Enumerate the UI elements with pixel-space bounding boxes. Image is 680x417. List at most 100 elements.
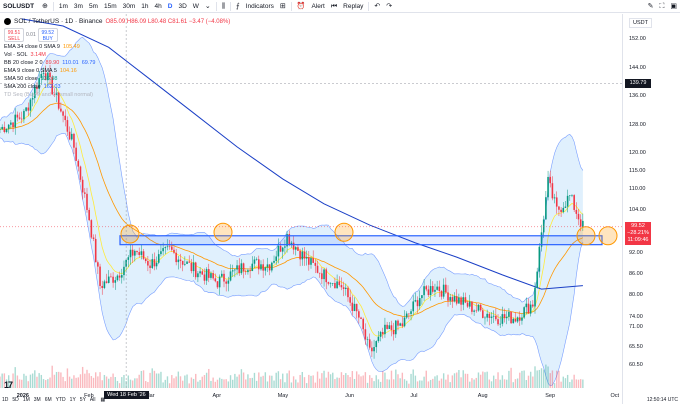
undo-icon[interactable]: ↶ bbox=[374, 2, 381, 10]
volume-bar bbox=[288, 370, 290, 388]
range-5d[interactable]: 5D bbox=[12, 397, 19, 403]
volume-bar bbox=[223, 379, 225, 388]
candle-body bbox=[466, 302, 469, 307]
volume-bar bbox=[314, 382, 317, 388]
utc-clock[interactable]: 12:50:14 UTC bbox=[646, 397, 678, 403]
interval-15m[interactable]: 15m bbox=[103, 2, 117, 10]
range-1y[interactable]: 1Y bbox=[69, 397, 76, 403]
price-scale[interactable]: USDT 152.00 144.00 136.00 128.00 120.00 115.0… bbox=[622, 14, 680, 404]
compare-plus-icon[interactable]: ⊕ bbox=[42, 2, 48, 10]
indicator-ema34[interactable]: EMA 34 close 0 SMA 9 105.49 bbox=[4, 44, 230, 50]
indicators-button[interactable]: Indicators bbox=[245, 2, 274, 10]
volume-bar bbox=[260, 376, 262, 388]
camera-icon[interactable]: ▣ bbox=[670, 3, 677, 10]
interval-3d[interactable]: 3D bbox=[178, 2, 187, 10]
candle-body bbox=[68, 131, 71, 140]
ema34-line bbox=[0, 102, 584, 317]
volume-bar bbox=[262, 375, 264, 388]
volume-bar bbox=[51, 365, 53, 388]
interval-4h[interactable]: 4h bbox=[154, 2, 162, 10]
indicator-name: EMA 34 close 0 SMA 9 bbox=[4, 44, 60, 50]
candle-body bbox=[277, 245, 280, 257]
indicator-sma200[interactable]: SMA 200 close 162.03 bbox=[4, 84, 230, 90]
volume-bar bbox=[84, 373, 86, 388]
volume-bar bbox=[410, 373, 412, 388]
candle-body bbox=[471, 301, 473, 312]
volume-bar bbox=[442, 373, 445, 388]
indicators-icon[interactable]: ⨍ bbox=[236, 2, 240, 10]
volume-bar bbox=[440, 378, 443, 388]
replay-button[interactable]: Replay bbox=[343, 2, 364, 10]
volume-bar bbox=[434, 376, 436, 388]
volume-bar bbox=[240, 369, 243, 388]
candle-body bbox=[42, 73, 45, 74]
currency-selector[interactable]: USDT bbox=[629, 18, 652, 28]
volume-bar bbox=[79, 374, 82, 388]
candle-body bbox=[62, 111, 64, 116]
candle-body bbox=[381, 331, 384, 335]
candle-body bbox=[495, 315, 497, 320]
candle-body bbox=[575, 209, 578, 214]
interval-1d[interactable]: D bbox=[167, 2, 173, 10]
indicator-value: 89.90 bbox=[45, 60, 60, 66]
chart-type-icon[interactable]: ⫼ bbox=[221, 2, 226, 10]
interval-1w[interactable]: W bbox=[192, 2, 199, 10]
chevron-down-icon[interactable]: ⌄ bbox=[204, 2, 211, 10]
fullscreen-icon[interactable]: ⛶ bbox=[659, 3, 665, 10]
indicator-volume[interactable]: Vol · SOL 3.14M bbox=[4, 52, 230, 58]
volume-bar bbox=[155, 373, 158, 388]
candle-body bbox=[29, 99, 32, 111]
interval-30m[interactable]: 30m bbox=[122, 2, 136, 10]
interval-1m[interactable]: 1m bbox=[58, 2, 68, 10]
indicator-bollinger[interactable]: BB 20 close 2 0 89.90 110.01 69.79 bbox=[4, 60, 230, 66]
chart-area[interactable]: SOL / TetherUS · 1D · Binance O85.09 H86… bbox=[0, 14, 680, 417]
candle-body bbox=[399, 323, 401, 326]
calendar-icon[interactable]: ▦ bbox=[100, 397, 106, 403]
candle-body bbox=[412, 301, 415, 312]
interval-3m[interactable]: 3m bbox=[73, 2, 83, 10]
volume-bar bbox=[181, 380, 184, 388]
templates-grid-icon[interactable]: ⊞ bbox=[279, 2, 286, 10]
candle-body bbox=[314, 262, 317, 266]
interval-5m[interactable]: 5m bbox=[88, 2, 98, 10]
tradingview-logo[interactable]: 17 bbox=[4, 380, 13, 390]
range-5y[interactable]: 5Y bbox=[79, 397, 86, 403]
volume-bar bbox=[575, 379, 578, 388]
sell-button[interactable]: 99.51 SELL bbox=[4, 28, 24, 42]
volume-bar bbox=[345, 373, 347, 388]
candle-body bbox=[168, 246, 171, 248]
redo-icon[interactable]: ↷ bbox=[386, 2, 393, 10]
draw-pen-icon[interactable]: ✎ bbox=[647, 3, 654, 10]
candle-body bbox=[116, 275, 119, 281]
interval-1h[interactable]: 1h bbox=[141, 2, 149, 10]
symbol-search[interactable]: SOLUSDT bbox=[3, 2, 35, 10]
range-all[interactable]: All bbox=[89, 397, 96, 403]
price-tick: 92.00 bbox=[629, 249, 643, 256]
buy-button[interactable]: 99.52 BUY bbox=[37, 28, 58, 42]
indicator-name: TD Seq (Buy 9 and 13 small normal) bbox=[4, 92, 93, 98]
range-1d[interactable]: 1D bbox=[2, 397, 9, 403]
candle-body bbox=[201, 271, 204, 275]
alert-clock-icon[interactable]: ⏰ bbox=[296, 2, 306, 10]
volume-bar bbox=[160, 371, 162, 388]
indicator-ema9[interactable]: EMA 9 close 0 SMA 5 104.16 bbox=[4, 68, 230, 74]
alert-button[interactable]: Alert bbox=[311, 2, 325, 10]
volume-bar bbox=[75, 377, 77, 388]
range-1m[interactable]: 1M bbox=[22, 397, 30, 403]
volume-bar bbox=[573, 374, 575, 388]
legend-symbol-title[interactable]: SOL / TetherUS · 1D · Binance bbox=[14, 18, 103, 25]
range-ytd[interactable]: YTD bbox=[55, 397, 66, 403]
indicator-sma50[interactable]: SMA 50 close 136.98 bbox=[4, 76, 230, 82]
volume-bar bbox=[523, 370, 525, 388]
indicator-td-seq[interactable]: TD Seq (Buy 9 and 13 small normal) bbox=[4, 92, 230, 98]
candle-body bbox=[5, 128, 8, 132]
candle-body bbox=[571, 195, 573, 196]
price-chart[interactable] bbox=[0, 14, 622, 390]
range-6m[interactable]: 6M bbox=[44, 397, 52, 403]
volume-bar bbox=[451, 375, 454, 388]
volume-bar bbox=[90, 376, 93, 388]
range-3m[interactable]: 3M bbox=[33, 397, 41, 403]
replay-icon[interactable]: ⏮ bbox=[330, 2, 338, 10]
time-scale[interactable]: 2026 Feb Mar Apr May Jun Jul Aug Sep Oct Wed 18 Fe… bbox=[0, 390, 622, 402]
candle-body bbox=[214, 278, 217, 282]
